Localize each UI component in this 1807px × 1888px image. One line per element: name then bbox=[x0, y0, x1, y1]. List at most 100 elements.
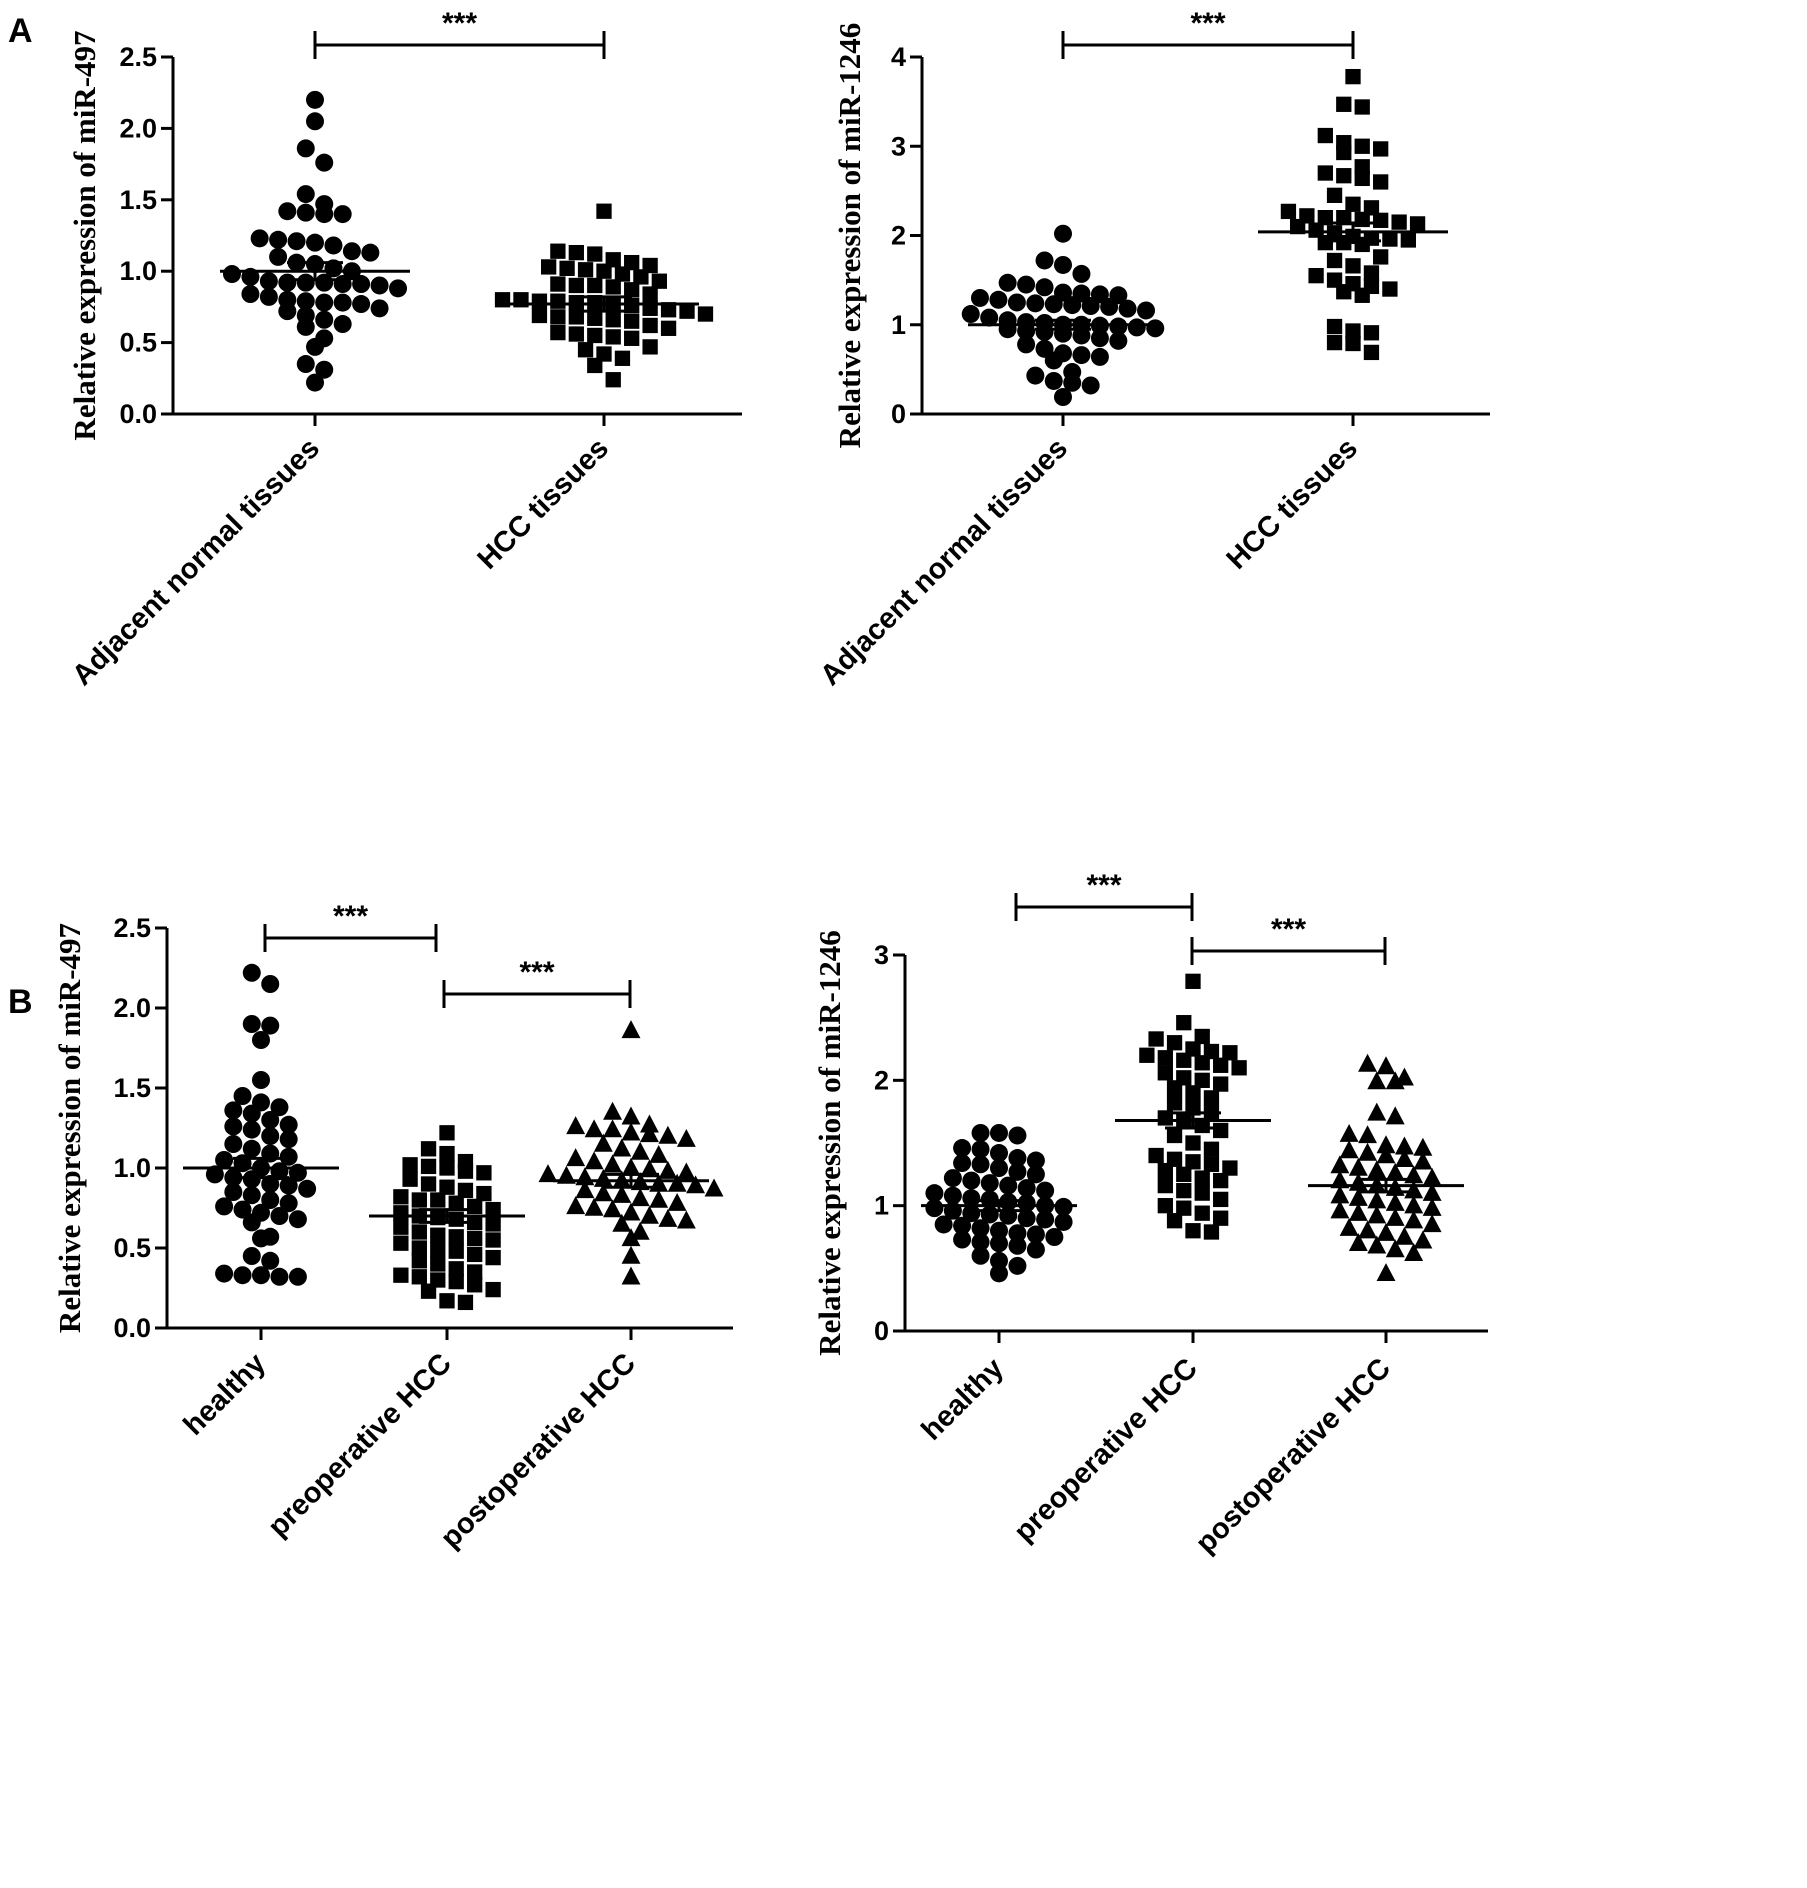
data-point bbox=[261, 1111, 280, 1129]
data-point bbox=[970, 288, 989, 307]
data-point bbox=[1185, 973, 1201, 989]
data-point bbox=[925, 1199, 944, 1218]
data-point bbox=[1194, 1072, 1210, 1088]
data-point bbox=[1404, 1243, 1424, 1261]
data-point bbox=[1409, 216, 1426, 232]
data-point bbox=[660, 320, 677, 336]
data-point bbox=[261, 975, 280, 993]
data-point bbox=[953, 1216, 972, 1235]
data-point bbox=[1376, 1145, 1396, 1164]
data-point bbox=[603, 1154, 622, 1173]
data-point bbox=[587, 357, 603, 374]
data-point bbox=[411, 1253, 427, 1269]
data-point bbox=[1044, 351, 1063, 370]
data-point bbox=[270, 1098, 289, 1117]
data-point bbox=[1222, 1160, 1238, 1176]
significance-label: *** bbox=[442, 7, 477, 40]
data-point bbox=[1336, 144, 1352, 161]
data-point bbox=[1176, 1166, 1192, 1182]
data-point bbox=[640, 1159, 659, 1178]
chart-b-mir1246: 0 1 2 3 Relative expression of miR-1246 healt… bbox=[812, 869, 1488, 1560]
data-point bbox=[485, 1281, 501, 1298]
data-point bbox=[1213, 1172, 1229, 1189]
data-point bbox=[550, 293, 566, 309]
data-point bbox=[430, 1227, 446, 1243]
data-point bbox=[279, 1176, 298, 1195]
data-point bbox=[296, 139, 315, 158]
data-point bbox=[1090, 347, 1109, 366]
data-point bbox=[233, 1087, 252, 1105]
data-point bbox=[1339, 1140, 1359, 1159]
data-point bbox=[980, 1174, 999, 1193]
data-point bbox=[1330, 1200, 1350, 1219]
data-point bbox=[1044, 371, 1063, 390]
data-point bbox=[270, 1207, 289, 1225]
data-point bbox=[943, 1169, 962, 1188]
data-point bbox=[1213, 1076, 1229, 1092]
data-point bbox=[242, 1247, 261, 1265]
data-point bbox=[215, 1197, 234, 1216]
data-point bbox=[566, 1116, 586, 1135]
data-point bbox=[333, 293, 352, 312]
data-point bbox=[252, 1071, 270, 1089]
data-point bbox=[1109, 331, 1128, 350]
data-point bbox=[411, 1240, 427, 1256]
data-point bbox=[448, 1273, 464, 1290]
data-point bbox=[633, 269, 649, 285]
data-point bbox=[467, 1230, 483, 1247]
data-point bbox=[1373, 212, 1389, 228]
y-tick-label: 2 bbox=[874, 1065, 889, 1095]
data-point bbox=[270, 1267, 289, 1286]
data-point bbox=[998, 320, 1017, 339]
data-point bbox=[1290, 218, 1306, 235]
y-tick-label: 0.5 bbox=[119, 328, 157, 358]
data-point bbox=[296, 185, 315, 204]
x-category-label: HCC tissues bbox=[472, 432, 615, 575]
data-point bbox=[621, 1020, 641, 1039]
data-point bbox=[676, 1162, 696, 1181]
x-category-label: HCC tissues bbox=[1221, 432, 1364, 575]
x-category-label: postoperative HCC bbox=[435, 1347, 642, 1554]
data-point bbox=[1354, 170, 1370, 187]
data-point bbox=[252, 1266, 270, 1285]
data-point bbox=[1317, 234, 1333, 251]
data-point bbox=[1339, 1217, 1359, 1236]
data-point bbox=[550, 324, 566, 341]
y-tick-label: 1.5 bbox=[113, 1073, 151, 1103]
data-point bbox=[566, 1196, 586, 1215]
data-point bbox=[485, 1201, 501, 1218]
data-point bbox=[1354, 287, 1370, 303]
data-point bbox=[261, 1191, 280, 1209]
data-point bbox=[1054, 388, 1072, 407]
data-point bbox=[593, 1168, 613, 1187]
data-point bbox=[1176, 1182, 1192, 1199]
data-point bbox=[1354, 138, 1370, 154]
data-point bbox=[1231, 1060, 1247, 1076]
data-point bbox=[550, 309, 566, 325]
data-point bbox=[1354, 99, 1370, 115]
data-point bbox=[1358, 1220, 1377, 1239]
data-point bbox=[467, 1246, 483, 1263]
data-point bbox=[1326, 187, 1343, 203]
significance-label: *** bbox=[1190, 7, 1225, 40]
data-point bbox=[393, 1219, 409, 1235]
data-point bbox=[261, 1127, 280, 1145]
data-point bbox=[278, 202, 297, 221]
data-point bbox=[630, 1221, 650, 1240]
data-point bbox=[1148, 1147, 1164, 1164]
data-point bbox=[971, 1246, 990, 1265]
data-point bbox=[1026, 294, 1045, 313]
data-point bbox=[288, 1267, 307, 1286]
data-point bbox=[1194, 1170, 1210, 1186]
data-point bbox=[1157, 1162, 1173, 1179]
data-point bbox=[621, 1157, 641, 1176]
data-point bbox=[990, 1234, 1008, 1253]
data-point bbox=[306, 373, 324, 392]
data-point bbox=[1017, 275, 1036, 294]
data-point bbox=[215, 1264, 234, 1283]
data-point bbox=[1157, 1177, 1173, 1194]
data-point bbox=[1330, 1170, 1350, 1189]
data-point bbox=[605, 329, 621, 345]
data-point bbox=[587, 327, 603, 344]
data-point bbox=[621, 1122, 641, 1141]
